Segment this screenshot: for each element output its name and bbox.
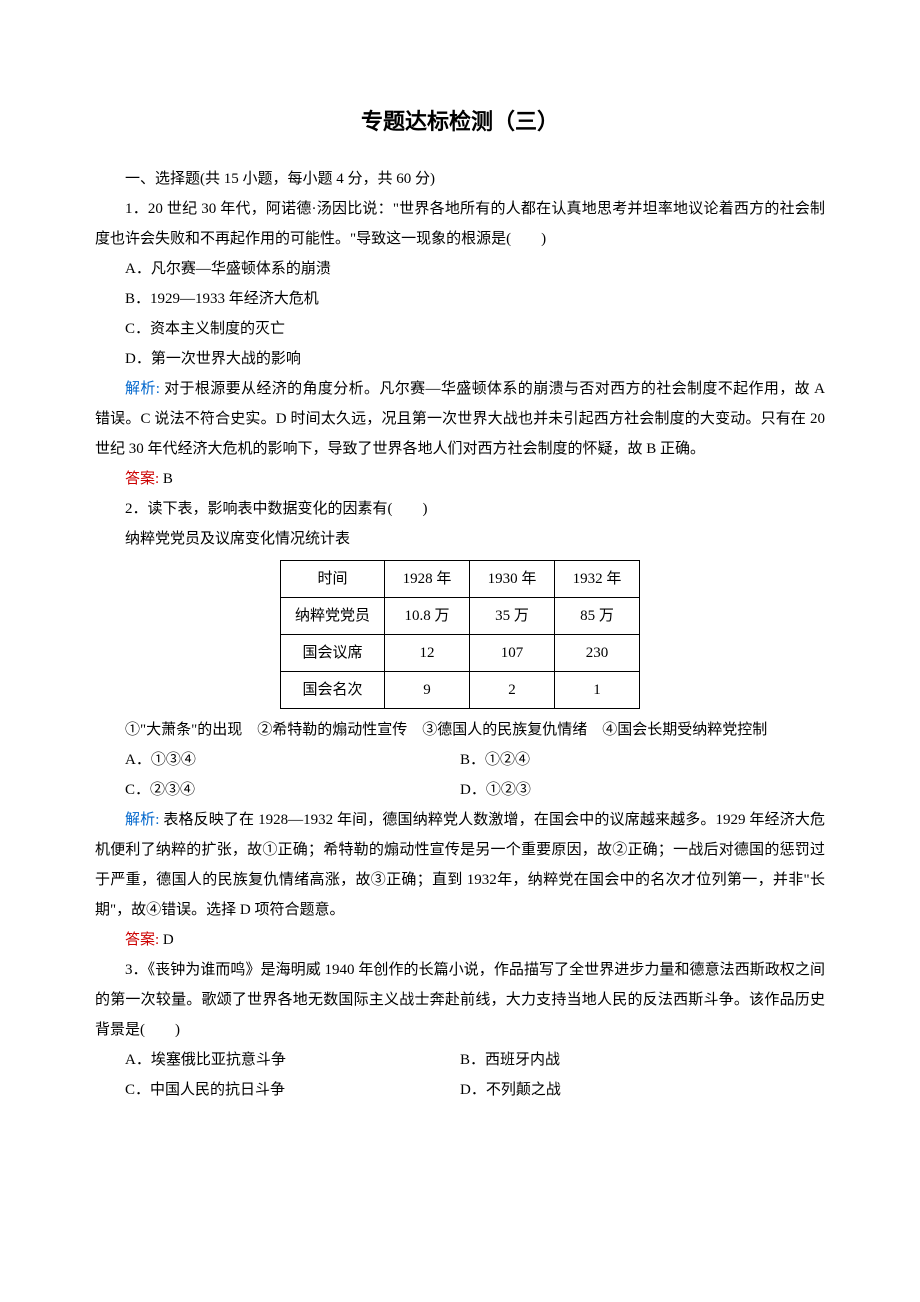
q3-option-b: B．西班牙内战 <box>460 1045 825 1075</box>
q1-option-b: B．1929—1933 年经济大危机 <box>95 284 825 314</box>
q2-table-r1-c3: 230 <box>555 635 640 672</box>
q2-answer: 答案: D <box>95 925 825 955</box>
q1-answer: 答案: B <box>95 464 825 494</box>
q3-option-a: A．埃塞俄比亚抗意斗争 <box>95 1045 460 1075</box>
table-row: 国会议席 12 107 230 <box>280 635 639 672</box>
q2-option-b: B．①②④ <box>460 745 825 775</box>
q2-table-r2-c3: 1 <box>555 672 640 709</box>
q2-subtitle: 纳粹党党员及议席变化情况统计表 <box>95 524 825 554</box>
q1-option-d: D．第一次世界大战的影响 <box>95 344 825 374</box>
q3-option-c: C．中国人民的抗日斗争 <box>95 1075 460 1105</box>
q1-option-c: C．资本主义制度的灭亡 <box>95 314 825 344</box>
q2-option-c: C．②③④ <box>95 775 460 805</box>
q3-options-row-1: A．埃塞俄比亚抗意斗争 B．西班牙内战 <box>95 1045 825 1075</box>
q2-table-header-3: 1932 年 <box>555 561 640 598</box>
q1-option-a: A．凡尔赛—华盛顿体系的崩溃 <box>95 254 825 284</box>
q2-table-r2-c2: 2 <box>470 672 555 709</box>
q2-table-r0-c3: 85 万 <box>555 598 640 635</box>
q1-answer-value: B <box>159 471 173 487</box>
q2-table-r2-c0: 国会名次 <box>280 672 384 709</box>
q1-answer-label: 答案: <box>125 471 159 487</box>
q2-table-r0-c0: 纳粹党党员 <box>280 598 384 635</box>
q2-table-r2-c1: 9 <box>385 672 470 709</box>
q2-choices-line: ①"大萧条"的出现 ②希特勒的煽动性宣传 ③德国人的民族复仇情绪 ④国会长期受纳… <box>95 715 825 745</box>
q2-options-row-2: C．②③④ D．①②③ <box>95 775 825 805</box>
q2-table: 时间 1928 年 1930 年 1932 年 纳粹党党员 10.8 万 35 … <box>280 560 640 709</box>
q2-option-a: A．①③④ <box>95 745 460 775</box>
q3-options-row-2: C．中国人民的抗日斗争 D．不列颠之战 <box>95 1075 825 1105</box>
q2-table-r1-c1: 12 <box>385 635 470 672</box>
section-header: 一、选择题(共 15 小题，每小题 4 分，共 60 分) <box>95 164 825 194</box>
q2-answer-value: D <box>159 932 174 948</box>
q1-analysis-text: 对于根源要从经济的角度分析。凡尔赛—华盛顿体系的崩溃与否对西方的社会制度不起作用… <box>95 381 825 457</box>
q2-answer-label: 答案: <box>125 932 159 948</box>
table-row: 时间 1928 年 1930 年 1932 年 <box>280 561 639 598</box>
q3-stem: 3．《丧钟为谁而鸣》是海明威 1940 年创作的长篇小说，作品描写了全世界进步力… <box>95 955 825 1045</box>
q2-table-header-2: 1930 年 <box>470 561 555 598</box>
q2-analysis-label: 解析: <box>125 812 159 828</box>
q3-option-d: D．不列颠之战 <box>460 1075 825 1105</box>
q1-stem: 1．20 世纪 30 年代，阿诺德·汤因比说："世界各地所有的人都在认真地思考并… <box>95 194 825 254</box>
q2-table-r1-c0: 国会议席 <box>280 635 384 672</box>
q2-analysis: 解析: 表格反映了在 1928—1932 年间，德国纳粹党人数激增，在国会中的议… <box>95 805 825 925</box>
q2-table-header-0: 时间 <box>280 561 384 598</box>
q2-analysis-text: 表格反映了在 1928—1932 年间，德国纳粹党人数激增，在国会中的议席越来越… <box>95 812 825 918</box>
q2-table-header-1: 1928 年 <box>385 561 470 598</box>
q2-options-row-1: A．①③④ B．①②④ <box>95 745 825 775</box>
q2-stem: 2．读下表，影响表中数据变化的因素有( ) <box>95 494 825 524</box>
q1-analysis: 解析: 对于根源要从经济的角度分析。凡尔赛—华盛顿体系的崩溃与否对西方的社会制度… <box>95 374 825 464</box>
q2-table-r0-c2: 35 万 <box>470 598 555 635</box>
q2-table-r0-c1: 10.8 万 <box>385 598 470 635</box>
q2-table-r1-c2: 107 <box>470 635 555 672</box>
table-row: 纳粹党党员 10.8 万 35 万 85 万 <box>280 598 639 635</box>
table-row: 国会名次 9 2 1 <box>280 672 639 709</box>
q2-option-d: D．①②③ <box>460 775 825 805</box>
page-title: 专题达标检测（三） <box>95 100 825 144</box>
q1-analysis-label: 解析: <box>125 381 160 397</box>
